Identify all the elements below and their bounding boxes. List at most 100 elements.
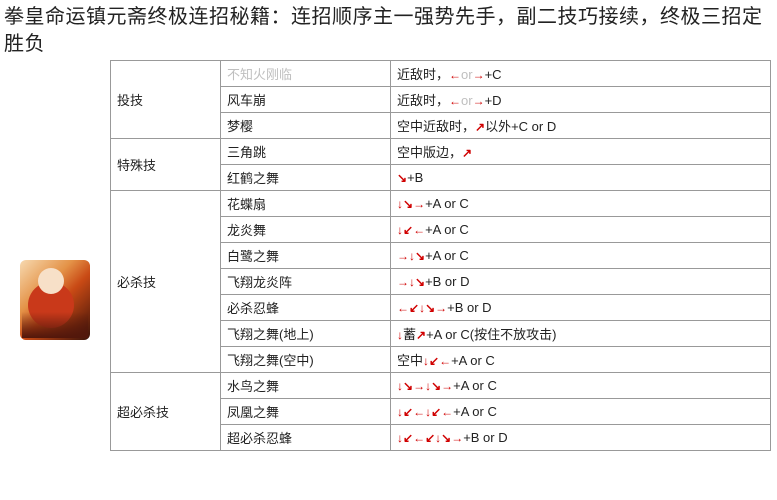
table-row: 必杀技花蝶扇↓↘→+A or C [111, 191, 771, 217]
arrow-dr-icon: ↘ [431, 379, 441, 393]
move-command-cell: →↓↘+A or C [391, 243, 771, 269]
cmd-text: 近敌时， [397, 93, 449, 108]
arrow-dr-icon: ↘ [415, 275, 425, 289]
category-cell: 投技 [111, 61, 221, 139]
arrow-r-icon: → [435, 301, 447, 315]
cmd-text: +B [407, 170, 423, 185]
cmd-text: +A or C [425, 222, 469, 237]
page-title: 拳皇命运镇元斋终极连招秘籍：连招顺序主一强势先手，副二技巧接续，终极三招定胜负 [0, 0, 777, 60]
arrow-dl-icon: ↙ [403, 431, 413, 445]
move-name-cell: 飞翔龙炎阵 [221, 269, 391, 295]
content-area: 投技不知火刚临近敌时，←or→+C风车崩近敌时，←or→+D梦樱空中近敌时，↗以… [0, 60, 777, 451]
cmd-text: +B or D [463, 430, 507, 445]
move-name-cell: 花蝶扇 [221, 191, 391, 217]
category-cell: 特殊技 [111, 139, 221, 191]
cmd-text-gray: or [461, 93, 473, 108]
cmd-text: +B or D [447, 300, 491, 315]
move-command-cell: ↓蓄↗+A or C(按住不放攻击) [391, 321, 771, 347]
move-command-cell: 近敌时，←or→+C [391, 61, 771, 87]
arrow-dr-icon: ↘ [425, 301, 435, 315]
arrow-ur-icon: ↗ [416, 328, 426, 342]
arrow-dr-icon: ↘ [397, 171, 407, 185]
move-name-cell: 风车崩 [221, 87, 391, 113]
move-command-cell: 空中版边，↗ [391, 139, 771, 165]
cmd-text-gray: or [461, 67, 473, 82]
arrow-ur-icon: ↗ [475, 120, 485, 134]
cmd-text: +A or C [453, 404, 497, 419]
arrow-r-icon: → [397, 275, 409, 289]
arrow-dl-icon: ↙ [431, 405, 441, 419]
move-name-cell: 白鹭之舞 [221, 243, 391, 269]
cmd-text: +B or D [425, 274, 469, 289]
cmd-text: +A or C [425, 248, 469, 263]
arrow-dl-icon: ↙ [429, 354, 439, 368]
cmd-text: 空中 [397, 353, 423, 368]
move-command-cell: ↓↙←↓↙←+A or C [391, 399, 771, 425]
arrow-dr-icon: ↘ [403, 197, 413, 211]
move-command-cell: →↓↘+B or D [391, 269, 771, 295]
move-name-cell: 必杀忍蜂 [221, 295, 391, 321]
arrow-dr-icon: ↘ [403, 379, 413, 393]
arrow-r-icon: → [441, 379, 453, 393]
arrow-dl-icon: ↙ [409, 301, 419, 315]
arrow-r-icon: → [473, 68, 485, 82]
move-name-cell: 凤凰之舞 [221, 399, 391, 425]
move-command-cell: 近敌时，←or→+D [391, 87, 771, 113]
cmd-text: +A or C [453, 378, 497, 393]
category-cell: 超必杀技 [111, 373, 221, 451]
move-name-cell: 飞翔之舞(空中) [221, 347, 391, 373]
arrow-l-icon: ← [413, 405, 425, 419]
move-command-cell: ←↙↓↘→+B or D [391, 295, 771, 321]
arrow-l-icon: ← [449, 94, 461, 108]
move-command-cell: 空中↓↙←+A or C [391, 347, 771, 373]
cmd-text: 空中版边， [397, 145, 462, 160]
cmd-text: +A or C [425, 196, 469, 211]
cmd-text: 空中近敌时， [397, 119, 475, 134]
move-name-cell: 三角跳 [221, 139, 391, 165]
arrow-l-icon: ← [441, 405, 453, 419]
cmd-text: +A or C(按住不放攻击) [426, 327, 556, 342]
arrow-dl-icon: ↙ [403, 405, 413, 419]
move-command-cell: ↓↙←+A or C [391, 217, 771, 243]
arrow-l-icon: ← [413, 431, 425, 445]
cmd-text: +D [485, 93, 502, 108]
move-table: 投技不知火刚临近敌时，←or→+C风车崩近敌时，←or→+D梦樱空中近敌时，↗以… [110, 60, 771, 451]
arrow-l-icon: ← [397, 301, 409, 315]
move-command-cell: ↓↘→↓↘→+A or C [391, 373, 771, 399]
move-name-cell: 超必杀忍蜂 [221, 425, 391, 451]
move-name-cell: 龙炎舞 [221, 217, 391, 243]
arrow-dl-icon: ↙ [425, 431, 435, 445]
move-command-cell: 空中近敌时，↗以外+C or D [391, 113, 771, 139]
arrow-r-icon: → [473, 94, 485, 108]
arrow-r-icon: → [397, 249, 409, 263]
cmd-text: +C [485, 67, 502, 82]
arrow-l-icon: ← [449, 68, 461, 82]
arrow-l-icon: ← [439, 354, 451, 368]
cmd-text: 蓄 [403, 327, 416, 342]
avatar-column [0, 60, 110, 340]
arrow-dr-icon: ↘ [415, 249, 425, 263]
table-row: 特殊技三角跳空中版边，↗ [111, 139, 771, 165]
arrow-ur-icon: ↗ [462, 146, 472, 160]
move-command-cell: ↓↘→+A or C [391, 191, 771, 217]
cmd-text: 近敌时， [397, 67, 449, 82]
table-row: 投技不知火刚临近敌时，←or→+C [111, 61, 771, 87]
move-name-cell: 不知火刚临 [221, 61, 391, 87]
move-name-cell: 梦樱 [221, 113, 391, 139]
table-row: 超必杀技水鸟之舞↓↘→↓↘→+A or C [111, 373, 771, 399]
cmd-text: +A or C [451, 353, 495, 368]
move-command-cell: ↓↙←↙↓↘→+B or D [391, 425, 771, 451]
move-name-cell: 飞翔之舞(地上) [221, 321, 391, 347]
category-cell: 必杀技 [111, 191, 221, 373]
arrow-l-icon: ← [413, 223, 425, 237]
arrow-dr-icon: ↘ [441, 431, 451, 445]
arrow-r-icon: → [451, 431, 463, 445]
cmd-text: 以外+C or D [485, 119, 556, 134]
arrow-r-icon: → [413, 197, 425, 211]
arrow-r-icon: → [413, 379, 425, 393]
move-name-cell: 红鹤之舞 [221, 165, 391, 191]
character-avatar [20, 260, 90, 340]
arrow-dl-icon: ↙ [403, 223, 413, 237]
move-name-cell: 水鸟之舞 [221, 373, 391, 399]
move-command-cell: ↘+B [391, 165, 771, 191]
